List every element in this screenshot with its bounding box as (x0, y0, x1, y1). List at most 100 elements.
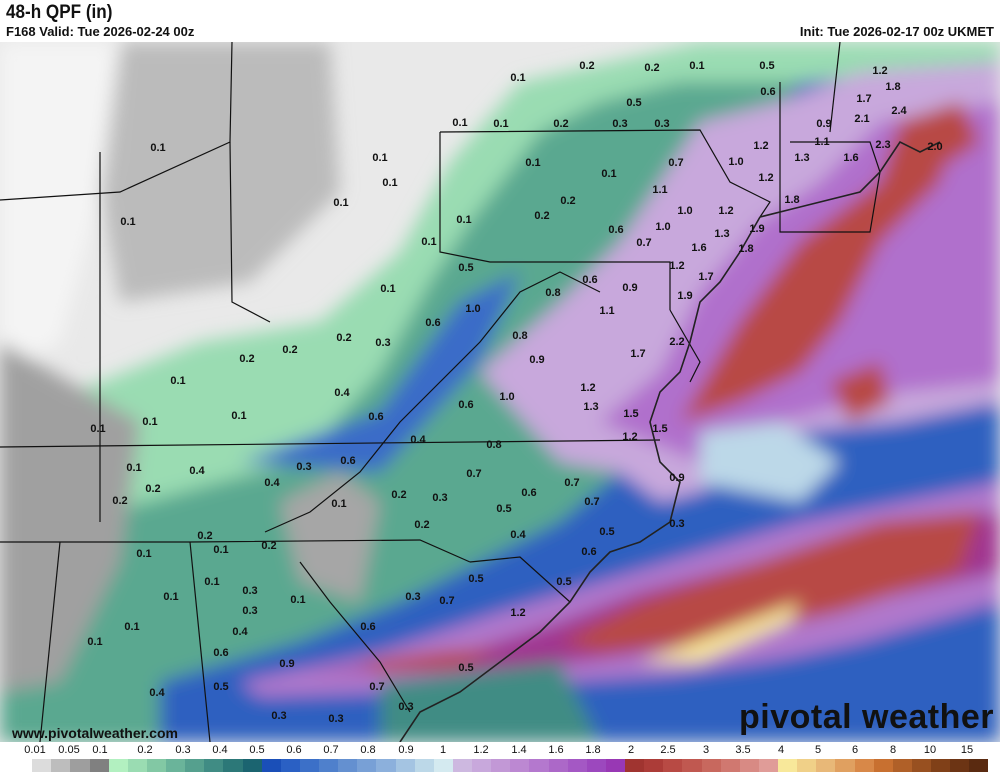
qpf-value-label: 0.9 (622, 282, 638, 294)
colorbar-swatch (357, 759, 377, 772)
qpf-value-label: 0.3 (271, 710, 287, 722)
qpf-value-label: 0.5 (458, 662, 474, 674)
qpf-value-label: 0.1 (493, 118, 509, 130)
qpf-value-label: 0.6 (360, 621, 376, 633)
colorbar-tick-label: 15 (960, 744, 974, 756)
colorbar-tick-label: 8 (889, 744, 897, 756)
qpf-value-label: 0.5 (496, 503, 512, 515)
qpf-value-label: 2.2 (669, 336, 685, 348)
colorbar-swatch (13, 759, 33, 772)
qpf-value-label: 1.0 (465, 303, 481, 315)
qpf-value-label: 0.1 (213, 544, 229, 556)
qpf-value-label: 1.2 (753, 140, 769, 152)
colorbar-swatch (185, 759, 205, 772)
colorbar-tick-label: 4 (777, 744, 785, 756)
init-time: Init: Tue 2026-02-17 00z UKMET (799, 24, 994, 39)
qpf-value-label: 0.1 (290, 594, 306, 606)
qpf-value-label: 1.8 (738, 243, 754, 255)
qpf-value-label: 1.5 (652, 423, 668, 435)
qpf-value-label: 2.0 (927, 141, 943, 153)
colorbar-swatch (701, 759, 721, 772)
qpf-value-label: 0.7 (584, 496, 600, 508)
colorbar-tick-label: 0.01 (24, 744, 46, 756)
qpf-value-label: 0.7 (668, 157, 684, 169)
qpf-value-label: 0.1 (382, 177, 398, 189)
qpf-value-label: 0.6 (368, 411, 384, 423)
qpf-value-label: 0.2 (145, 483, 161, 495)
qpf-value-label: 0.5 (556, 576, 572, 588)
pivotal-weather-logo: pivotal weather (738, 698, 994, 736)
colorbar-swatch (299, 759, 319, 772)
colorbar-swatch (663, 759, 683, 772)
colorbar-swatch (70, 759, 90, 772)
qpf-value-label: 0.3 (242, 605, 258, 617)
qpf-value-label: 1.1 (652, 184, 668, 196)
colorbar-swatch (529, 759, 549, 772)
qpf-value-label: 0.3 (669, 518, 685, 530)
qpf-value-label: 0.2 (336, 332, 352, 344)
qpf-value-label: 0.1 (90, 423, 106, 435)
colorbar-swatch (376, 759, 396, 772)
colorbar-swatch (873, 759, 893, 772)
precip-field (0, 42, 1000, 742)
colorbar-swatch (911, 759, 931, 772)
qpf-value-label: 0.1 (170, 375, 186, 387)
colorbar-tick-label: 0.5 (249, 744, 265, 756)
qpf-value-label: 0.8 (486, 439, 502, 451)
colorbar-swatch (816, 759, 836, 772)
qpf-value-label: 1.0 (655, 221, 671, 233)
qpf-value-label: 0.7 (369, 681, 385, 693)
qpf-value-label: 1.0 (499, 391, 515, 403)
qpf-value-label: 0.6 (425, 317, 441, 329)
colorbar: 0.01 0.05 0.1 0.2 0.3 0.4 0.5 0.6 0.7 0.8 0.9 1 1.2 1… (0, 742, 1000, 772)
qpf-value-label: 1.6 (691, 242, 707, 254)
colorbar-swatch (586, 759, 606, 772)
colorbar-swatch (338, 759, 358, 772)
qpf-value-label: 0.5 (759, 60, 775, 72)
qpf-value-label: 0.9 (816, 118, 832, 130)
qpf-value-label: 0.3 (405, 591, 421, 603)
colorbar-tick-label: 3 (702, 744, 710, 756)
qpf-value-label: 2.1 (854, 113, 870, 125)
colorbar-swatch (510, 759, 530, 772)
qpf-value-label: 1.3 (583, 401, 599, 413)
watermark-url[interactable]: www.pivotalweather.com (12, 725, 178, 741)
qpf-value-label: 0.6 (581, 546, 597, 558)
qpf-value-label: 1.6 (843, 152, 859, 164)
colorbar-tick-labels: 0.01 0.05 0.1 0.2 0.3 0.4 0.5 0.6 0.7 0.8 0.9 1 1.2 1… (0, 744, 1000, 758)
qpf-value-label: 0.7 (564, 477, 580, 489)
colorbar-tick-label: 0.05 (58, 744, 80, 756)
precip-shading (0, 42, 1000, 742)
qpf-value-label: 0.1 (689, 60, 705, 72)
qpf-value-label: 0.2 (553, 118, 569, 130)
qpf-value-label: 0.6 (458, 399, 474, 411)
qpf-value-label: 0.1 (510, 72, 526, 84)
qpf-value-label: 0.2 (391, 489, 407, 501)
qpf-value-label: 1.2 (758, 172, 774, 184)
colorbar-tick-label: 5 (814, 744, 822, 756)
qpf-value-label: 0.1 (231, 410, 247, 422)
qpf-value-label: 2.4 (891, 105, 907, 117)
colorbar-tick-label: 0.8 (360, 744, 376, 756)
qpf-value-label: 0.6 (760, 86, 776, 98)
map-title: 48-h QPF (in) (6, 2, 113, 23)
colorbar-swatch (797, 759, 817, 772)
colorbar-tick-label: 3.5 (735, 744, 751, 756)
qpf-value-label: 0.6 (608, 224, 624, 236)
qpf-value-label: 0.5 (468, 573, 484, 585)
qpf-value-label: 0.1 (372, 152, 388, 164)
colorbar-tick-label: 2 (627, 744, 635, 756)
colorbar-tick-label: 1.8 (585, 744, 601, 756)
qpf-value-label: 0.3 (296, 461, 312, 473)
qpf-value-label: 0.2 (644, 62, 660, 74)
qpf-value-label: 1.2 (580, 382, 596, 394)
qpf-value-label: 1.3 (794, 152, 810, 164)
qpf-value-label: 0.1 (601, 168, 617, 180)
colorbar-swatch (146, 759, 166, 772)
qpf-value-label: 1.2 (718, 205, 734, 217)
qpf-value-label: 0.4 (232, 626, 248, 638)
colorbar-tick-label: 1.6 (548, 744, 564, 756)
qpf-value-label: 0.4 (189, 465, 205, 477)
qpf-value-label: 0.2 (579, 60, 595, 72)
colorbar-swatch (950, 759, 970, 772)
